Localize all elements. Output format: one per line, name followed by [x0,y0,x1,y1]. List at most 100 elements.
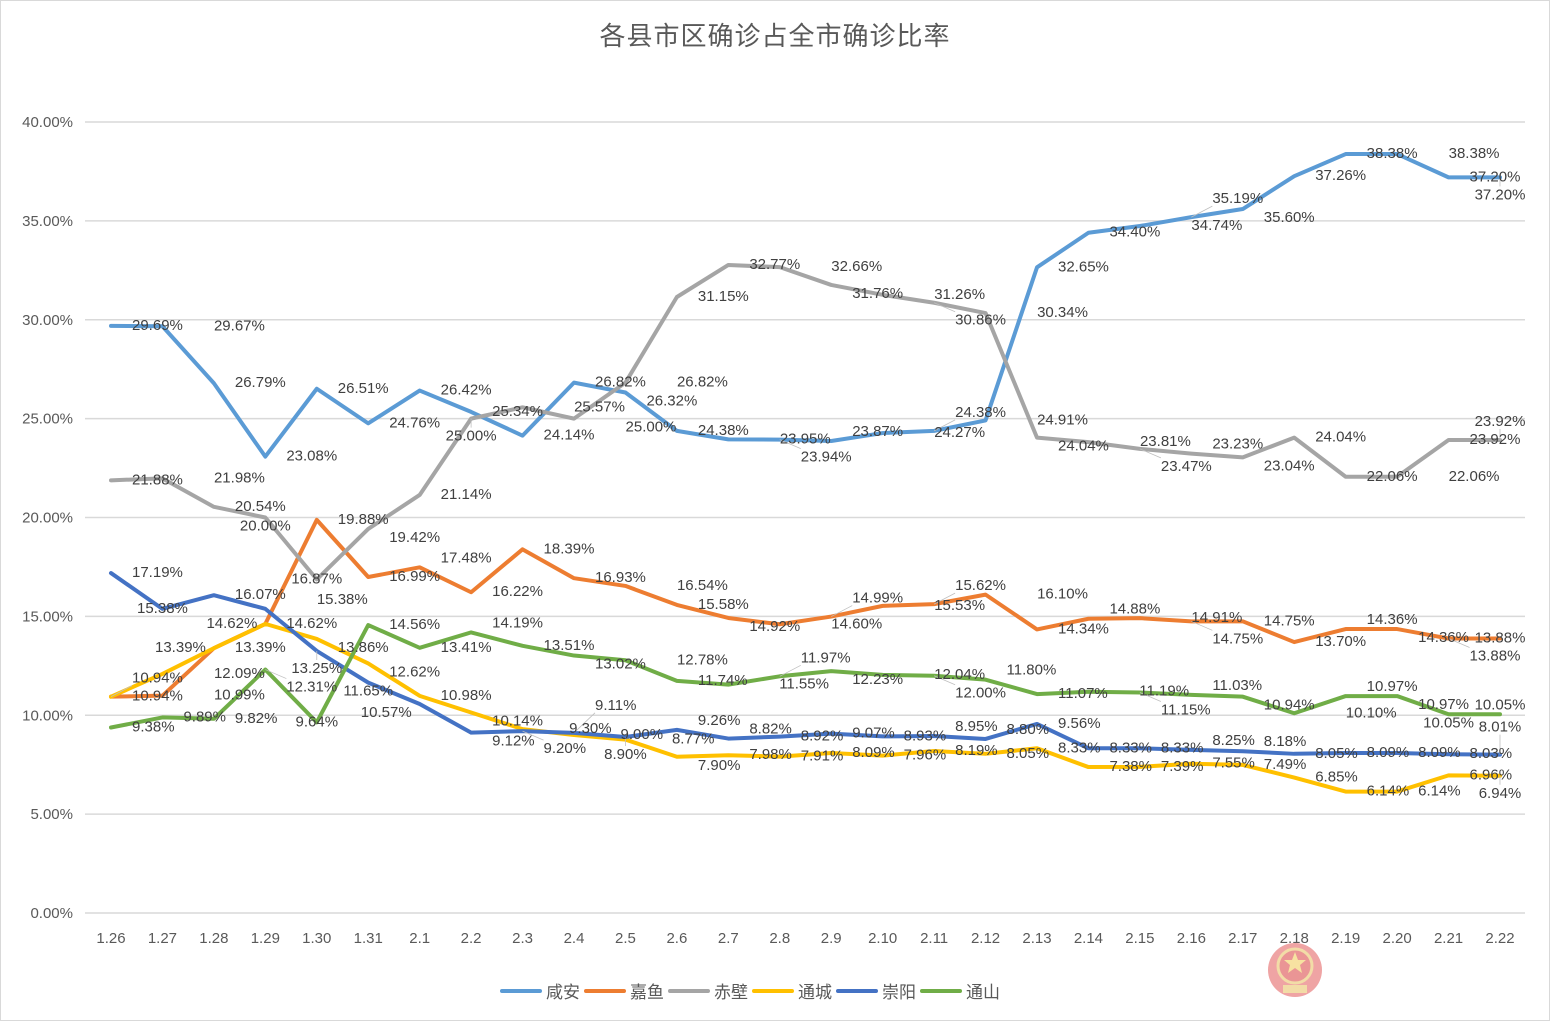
series-lines [109,152,1502,794]
data-label: 38.38% [1449,145,1500,162]
data-label: 35.19% [1212,190,1263,207]
data-label: 16.99% [389,568,440,585]
data-label: 29.69% [132,317,183,334]
data-label: 8.77% [672,731,715,748]
data-label: 19.88% [338,511,389,528]
data-label: 13.51% [544,637,595,654]
data-label: 11.15% [1161,702,1211,719]
legend-label: 咸安 [546,983,580,1003]
data-label: 14.99% [852,590,903,607]
data-label: 14.91% [1191,609,1242,626]
legend-swatch [920,988,962,993]
data-label: 9.64% [296,713,339,730]
data-label: 10.94% [1264,697,1315,714]
data-label: 26.79% [235,374,286,391]
leader-line [831,605,853,617]
legend-item: 嘉鱼 [584,978,664,1003]
leader-line [522,730,544,741]
data-label: 11.07% [1058,685,1108,702]
data-label: 15.58% [698,596,749,613]
leader-line [1139,448,1162,459]
data-label: 23.92% [1470,431,1521,448]
data-label: 14.36% [1418,629,1469,646]
x-tick-label: 2.16 [1177,930,1206,947]
leader-line [933,302,956,313]
data-label: 16.54% [677,577,728,594]
y-tick-label: 25.00% [22,411,73,428]
legend-swatch [752,988,794,993]
data-label: 26.82% [595,374,646,391]
x-tick-label: 2.8 [769,930,790,947]
y-tick-label: 10.00% [22,707,73,724]
data-label: 7.39% [1161,758,1204,775]
data-label: 10.94% [132,670,183,687]
y-tick-label: 5.00% [30,806,73,823]
data-label: 17.48% [441,549,492,566]
data-label: 31.26% [934,286,985,303]
data-label: 8.82% [749,721,792,738]
data-label: 22.06% [1449,468,1500,485]
data-label: 24.04% [1058,438,1109,455]
leader-line [779,664,801,677]
data-label: 9.89% [183,708,226,725]
data-label: 11.19% [1139,683,1189,700]
data-label: 24.76% [389,414,440,431]
data-label: 10.14% [492,712,543,729]
data-label: 32.77% [749,256,800,273]
legend-item: 崇阳 [836,978,916,1003]
x-tick-label: 2.21 [1434,930,1463,947]
x-tick-label: 2.12 [971,930,1000,947]
data-label: 11.03% [1212,677,1262,694]
data-label: 10.97% [1367,678,1418,695]
data-label: 10.94% [132,688,183,705]
x-tick-label: 2.2 [461,930,482,947]
legend-swatch [500,988,542,993]
y-axis-ticks: 0.00% 5.00% 10.00% 15.00% 20.00% 25.00% 30.00%… [22,114,73,922]
data-label: 6.96% [1470,766,1513,783]
data-label: 13.41% [441,639,492,656]
data-label: 12.04% [934,666,985,683]
data-label: 20.54% [235,498,286,515]
data-label: 26.51% [338,380,389,397]
data-label: 13.86% [338,639,389,656]
x-tick-label: 2.5 [615,930,636,947]
data-label: 7.38% [1109,758,1152,775]
data-label: 38.38% [1367,145,1418,162]
x-tick-label: 1.30 [302,930,331,947]
data-label: 35.60% [1264,209,1315,226]
y-tick-label: 35.00% [22,213,73,230]
data-label: 6.85% [1315,769,1358,786]
data-label: 8.95% [955,718,998,735]
data-label: 24.14% [544,427,595,444]
data-label: 10.99% [214,687,265,704]
data-label: 12.23% [852,671,903,688]
series-line-0 [109,152,1502,459]
leader-line [933,592,956,605]
data-label: 6.94% [1479,785,1522,802]
data-label: 10.10% [1346,704,1397,721]
x-tick-label: 2.17 [1228,930,1257,947]
data-label: 21.88% [132,471,183,488]
data-label: 30.34% [1037,304,1088,321]
x-tick-label: 2.3 [512,930,533,947]
data-label: 18.39% [544,540,595,557]
label-leader-lines [110,177,1501,785]
legend-label: 通城 [798,983,832,1003]
x-tick-label: 1.26 [96,930,125,947]
leader-line [933,675,956,686]
leader-line [110,685,133,698]
data-label: 8.33% [1161,739,1204,756]
data-label: 15.38% [137,600,188,617]
data-label: 21.98% [214,469,265,486]
x-tick-label: 1.27 [148,930,177,947]
data-label: 24.38% [698,422,749,439]
data-label: 23.81% [1140,433,1191,450]
data-label: 13.39% [155,639,206,656]
data-label: 8.90% [604,746,647,763]
data-label: 12.78% [677,651,728,668]
data-label: 23.47% [1161,458,1212,475]
data-label: 29.67% [214,317,265,334]
data-label: 9.11% [595,697,636,714]
data-label: 13.70% [1315,633,1366,650]
data-label: 14.75% [1212,630,1263,647]
